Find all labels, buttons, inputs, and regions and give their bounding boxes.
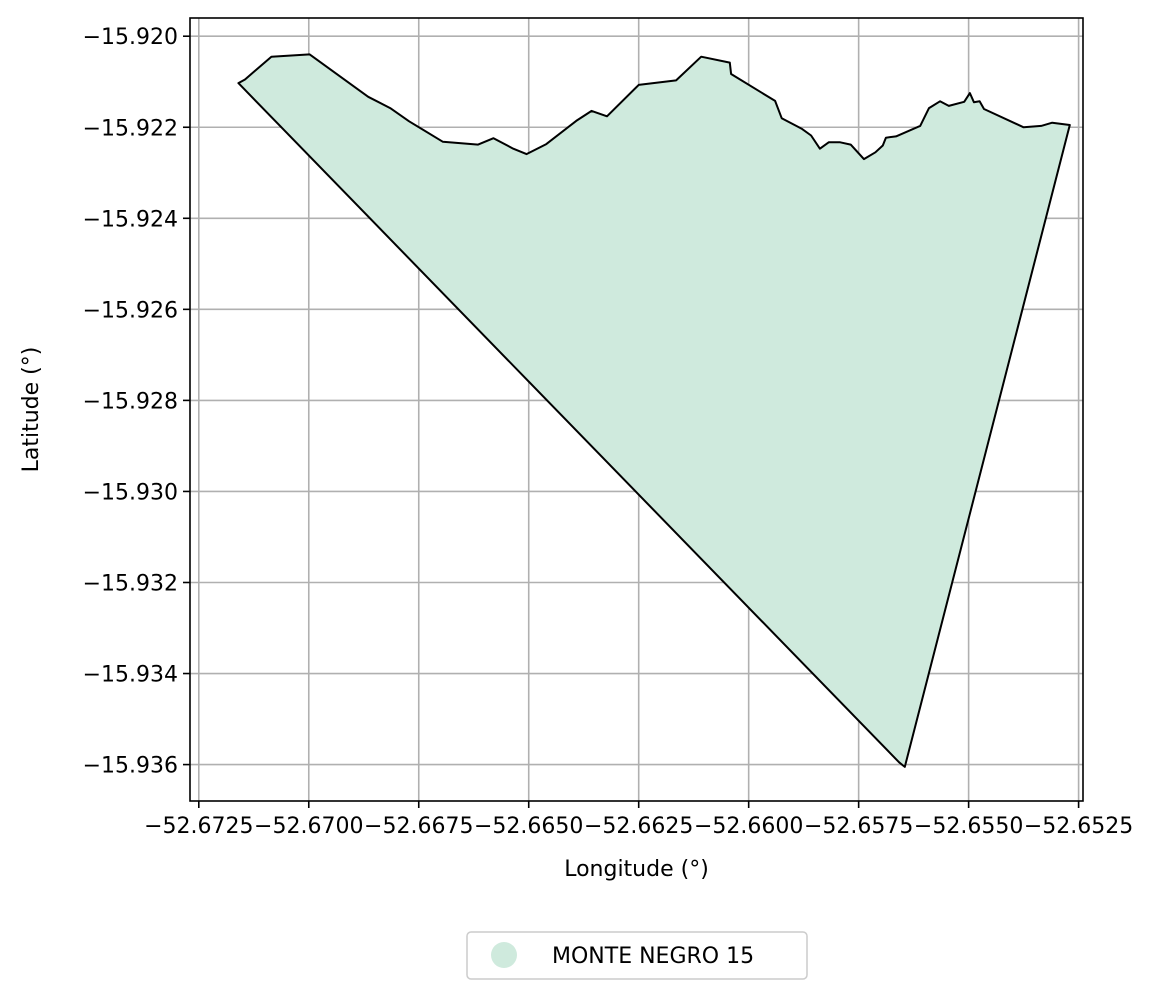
x-axis-label: Longitude (°) — [564, 857, 709, 882]
region-polygon[interactable] — [237, 53, 1071, 768]
x-tick-label: −52.6650 — [474, 814, 583, 839]
x-tick-label: −52.6550 — [914, 814, 1023, 839]
x-tick-label: −52.6675 — [364, 814, 473, 839]
y-tick-label: −15.936 — [83, 754, 178, 779]
y-axis-label: Latitude (°) — [19, 347, 44, 473]
y-axis-ticks: −15.920 −15.922 −15.924 −15.926 −15.928 −15.9… — [83, 25, 190, 779]
polygon-layer — [237, 53, 1071, 768]
y-tick-label: −15.922 — [83, 116, 178, 141]
x-tick-label: −52.6525 — [1024, 814, 1133, 839]
y-tick-label: −15.934 — [83, 663, 178, 688]
x-tick-label: −52.6725 — [144, 814, 253, 839]
x-tick-label: −52.6700 — [254, 814, 363, 839]
y-tick-label: −15.930 — [83, 480, 178, 505]
legend-marker — [491, 942, 517, 968]
y-tick-label: −15.924 — [83, 207, 178, 232]
x-tick-label: −52.6625 — [584, 814, 693, 839]
axes-frame — [189, 17, 1084, 802]
y-tick-label: −15.928 — [83, 389, 178, 414]
y-tick-label: −15.932 — [83, 571, 178, 596]
legend: MONTE NEGRO 15 — [466, 931, 808, 980]
x-axis-ticks: −52.6725 −52.6700 −52.6675 −52.6650 −52.6625… — [144, 801, 1133, 839]
y-tick-label: −15.926 — [83, 298, 178, 323]
y-tick-label: −15.920 — [83, 25, 178, 50]
legend-box — [466, 931, 808, 980]
x-tick-label: −52.6600 — [694, 814, 803, 839]
legend-entry-label: MONTE NEGRO 15 — [552, 944, 754, 969]
x-tick-label: −52.6575 — [804, 814, 913, 839]
